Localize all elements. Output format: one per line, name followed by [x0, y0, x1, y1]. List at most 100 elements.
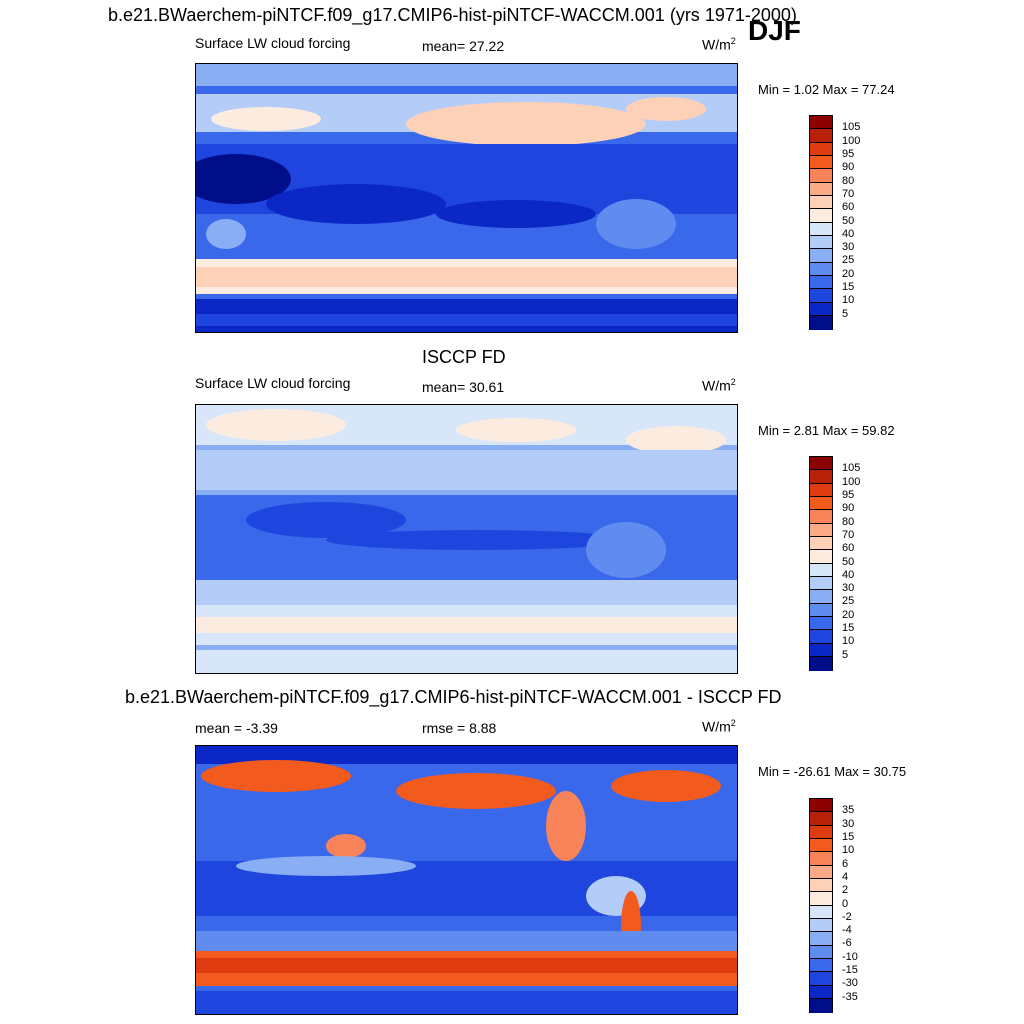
colorbar-tick-label: 90: [842, 502, 855, 515]
colorbar-swatch: [810, 563, 832, 578]
colorbar-tick-label: 2: [842, 884, 849, 897]
panel1-map: [195, 63, 738, 333]
colorbar-tick-label: 15: [842, 622, 855, 635]
colorbar-tick-label: 105: [842, 462, 861, 475]
colorbar-swatch: [810, 289, 832, 303]
colorbar-swatch: [810, 617, 832, 631]
panel1-minmax: Min = 1.02 Max = 77.24: [758, 82, 895, 97]
colorbar-tick-label: 30: [842, 582, 855, 595]
colorbar-swatch: [810, 483, 832, 498]
colorbar-tick-label: -10: [842, 950, 858, 963]
colorbar-tick-label: 40: [842, 568, 855, 581]
colorbar-swatch: [810, 116, 832, 130]
colorbar-swatch: [810, 657, 832, 671]
colorbar-swatch: [810, 196, 832, 210]
colorbar-swatch: [810, 222, 832, 237]
colorbar-tick-label: 30: [842, 241, 855, 254]
colorbar-tick-label: -2: [842, 910, 852, 923]
main-title: b.e21.BWaerchem-piNTCF.f09_g17.CMIP6-his…: [108, 5, 797, 25]
panel3-map: [195, 745, 738, 1015]
colorbar-swatch: [810, 169, 832, 183]
colorbar-swatch: [810, 972, 832, 986]
colorbar-tick-label: -15: [842, 964, 858, 977]
colorbar-swatch: [810, 523, 832, 538]
colorbar-tick-label: 50: [842, 555, 855, 568]
colorbar-tick-label: 80: [842, 174, 855, 187]
panel2-map: [195, 404, 738, 674]
colorbar-swatch: [810, 577, 832, 591]
panel3-rmse-label: rmse = 8.88: [422, 720, 497, 736]
colorbar-tick-label: 15: [842, 830, 855, 843]
season-label: DJF: [748, 15, 801, 46]
colorbar-tick-label: 25: [842, 254, 855, 267]
colorbar-swatch: [810, 497, 832, 511]
panel3-title: b.e21.BWaerchem-piNTCF.f09_g17.CMIP6-his…: [125, 687, 782, 707]
colorbar-swatch: [810, 852, 832, 866]
colorbar-swatch: [810, 249, 832, 263]
colorbar-tick-label: 95: [842, 147, 855, 160]
panel2-colorbar: [809, 456, 833, 671]
panel3-units: W/m2: [702, 718, 736, 735]
panel2-units: W/m2: [702, 377, 736, 394]
colorbar-tick-label: 100: [842, 475, 861, 488]
colorbar-swatch: [810, 510, 832, 524]
colorbar-swatch: [810, 932, 832, 946]
colorbar-tick-label: 10: [842, 635, 855, 648]
colorbar-tick-label: 0: [842, 897, 849, 910]
colorbar-swatch: [810, 643, 832, 658]
colorbar-tick-label: 15: [842, 281, 855, 294]
colorbar-tick-label: 25: [842, 595, 855, 608]
colorbar-tick-label: -6: [842, 937, 852, 950]
colorbar-swatch: [810, 905, 832, 920]
colorbar-tick-label: 100: [842, 134, 861, 147]
colorbar-swatch: [810, 945, 832, 960]
colorbar-swatch: [810, 470, 832, 484]
colorbar-swatch: [810, 142, 832, 157]
colorbar-tick-label: 105: [842, 121, 861, 134]
colorbar-swatch: [810, 457, 832, 471]
colorbar-tick-label: 4: [842, 870, 849, 883]
colorbar-swatch: [810, 839, 832, 853]
colorbar-tick-label: 80: [842, 515, 855, 528]
colorbar-tick-label: 40: [842, 227, 855, 240]
colorbar-tick-label: 20: [842, 608, 855, 621]
colorbar-tick-label: 90: [842, 161, 855, 174]
colorbar-swatch: [810, 182, 832, 197]
colorbar-tick-label: 50: [842, 214, 855, 227]
colorbar-tick-label: 5: [842, 307, 849, 320]
colorbar-swatch: [810, 603, 832, 618]
colorbar-swatch: [810, 812, 832, 826]
colorbar-tick-label: 30: [842, 817, 855, 830]
colorbar-swatch: [810, 129, 832, 143]
colorbar-swatch: [810, 537, 832, 551]
colorbar-tick-label: 6: [842, 857, 849, 870]
colorbar-swatch: [810, 799, 832, 813]
panel2-title: ISCCP FD: [422, 347, 506, 367]
colorbar-tick-label: 10: [842, 294, 855, 307]
colorbar-tick-label: 95: [842, 488, 855, 501]
panel2-minmax: Min = 2.81 Max = 59.82: [758, 423, 895, 438]
colorbar-swatch: [810, 879, 832, 893]
panel3-minmax: Min = -26.61 Max = 30.75: [758, 764, 907, 779]
colorbar-swatch: [810, 302, 832, 317]
panel3-mean-label: mean = -3.39: [195, 720, 278, 736]
colorbar-swatch: [810, 959, 832, 973]
colorbar-tick-label: 5: [842, 648, 849, 661]
colorbar-swatch: [810, 316, 832, 330]
colorbar-swatch: [810, 919, 832, 933]
panel2-variable-label: Surface LW cloud forcing: [195, 375, 351, 391]
colorbar-tick-label: 60: [842, 542, 855, 555]
panel1-units: W/m2: [702, 36, 736, 53]
colorbar-tick-label: -35: [842, 990, 858, 1003]
colorbar-tick-label: -30: [842, 977, 858, 990]
colorbar-tick-label: 70: [842, 528, 855, 541]
colorbar-tick-label: 70: [842, 187, 855, 200]
panel1-colorbar: [809, 115, 833, 330]
colorbar-swatch: [810, 825, 832, 840]
colorbar-swatch: [810, 236, 832, 250]
colorbar-tick-label: 20: [842, 267, 855, 280]
colorbar-tick-label: 35: [842, 804, 855, 817]
colorbar-swatch: [810, 590, 832, 604]
colorbar-swatch: [810, 156, 832, 170]
panel2-mean-label: mean= 30.61: [422, 379, 505, 395]
